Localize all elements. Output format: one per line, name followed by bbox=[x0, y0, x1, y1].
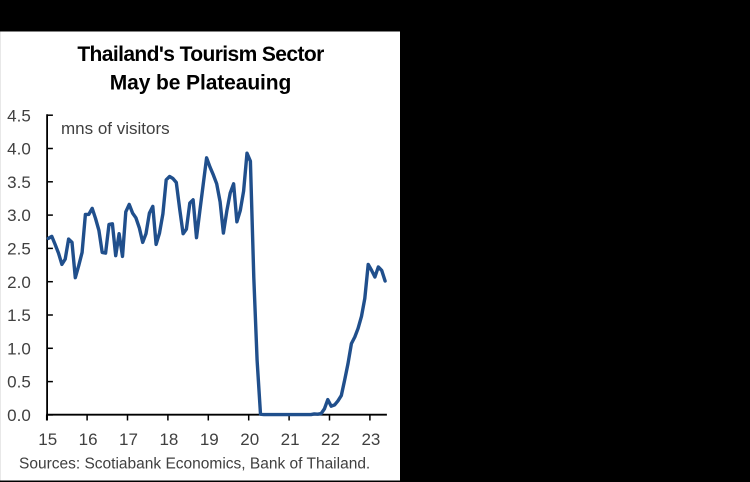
svg-text:15: 15 bbox=[38, 430, 57, 449]
svg-text:2.0: 2.0 bbox=[7, 273, 31, 292]
svg-text:22: 22 bbox=[321, 430, 340, 449]
svg-text:18: 18 bbox=[159, 430, 178, 449]
svg-text:Thailand's Tourism Sector: Thailand's Tourism Sector bbox=[77, 43, 324, 66]
svg-text:3.5: 3.5 bbox=[7, 173, 31, 192]
svg-text:20: 20 bbox=[240, 430, 259, 449]
svg-text:1.0: 1.0 bbox=[7, 339, 31, 358]
svg-text:17: 17 bbox=[119, 430, 138, 449]
svg-text:2.5: 2.5 bbox=[7, 240, 31, 259]
svg-text:Sources: Scotiabank Economics,: Sources: Scotiabank Economics, Bank of T… bbox=[19, 456, 370, 473]
svg-text:4.0: 4.0 bbox=[7, 140, 31, 159]
svg-text:16: 16 bbox=[79, 430, 98, 449]
svg-text:1.5: 1.5 bbox=[7, 306, 31, 325]
svg-text:0.0: 0.0 bbox=[7, 406, 31, 425]
svg-text:mns of visitors: mns of visitors bbox=[61, 119, 170, 138]
svg-text:4.5: 4.5 bbox=[7, 106, 31, 125]
svg-text:19: 19 bbox=[200, 430, 219, 449]
svg-text:21: 21 bbox=[281, 430, 300, 449]
svg-text:0.5: 0.5 bbox=[7, 373, 31, 392]
svg-text:3.0: 3.0 bbox=[7, 206, 31, 225]
svg-text:23: 23 bbox=[361, 430, 380, 449]
svg-text:May be Plateauing: May be Plateauing bbox=[110, 71, 292, 94]
